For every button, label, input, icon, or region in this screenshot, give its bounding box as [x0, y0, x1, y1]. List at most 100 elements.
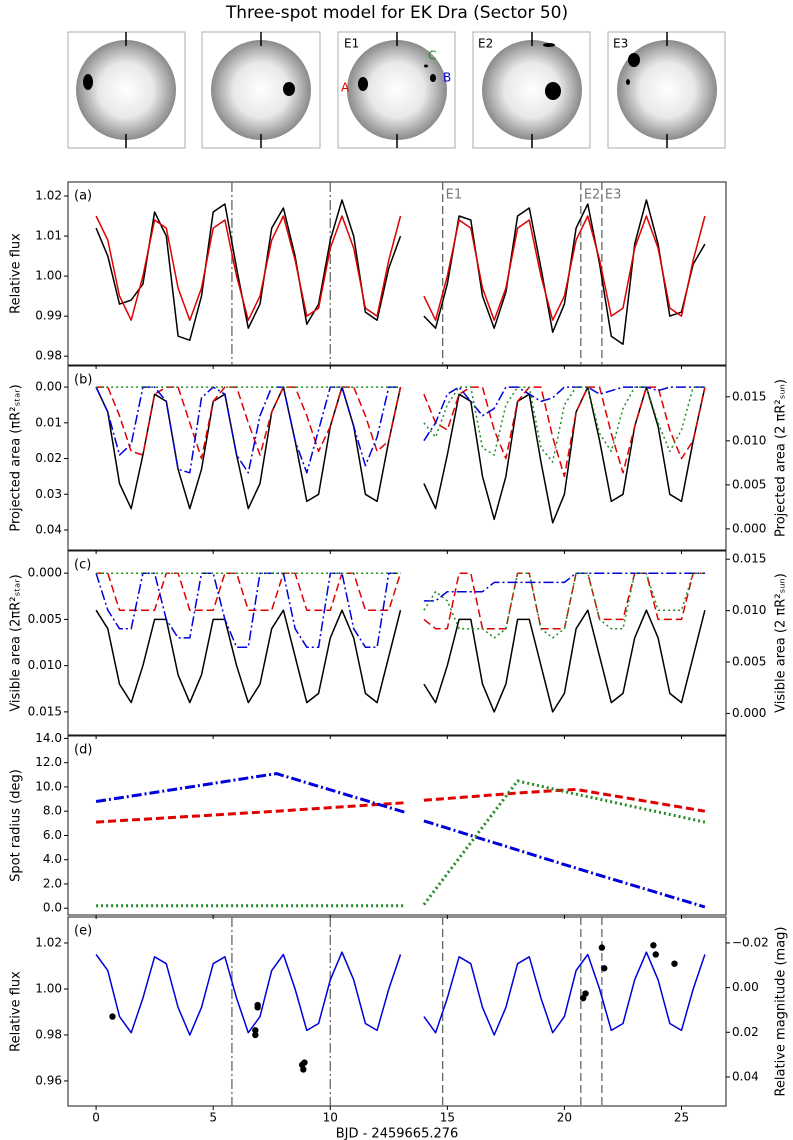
- series-line: [96, 386, 706, 478]
- y-tick-label: 1.00: [35, 981, 62, 995]
- panel-label: (d): [74, 743, 92, 758]
- x-tick-label: 0: [92, 1111, 100, 1125]
- data-point: [254, 1001, 261, 1009]
- y-tick-label: 1.01: [35, 229, 62, 243]
- x-tick-label: 10: [323, 1111, 338, 1125]
- inset-label: E3: [613, 37, 628, 51]
- series-line: [96, 572, 705, 639]
- y-tick-label: 0.03: [35, 487, 62, 501]
- inset: [67, 31, 186, 149]
- plot-frame: [67, 550, 727, 736]
- event-label: E1: [446, 188, 463, 203]
- y2-tick-label: 0.005: [732, 477, 766, 491]
- y2-tick-label: 0.000: [732, 706, 766, 720]
- y2-tick-label: 0.04: [732, 1069, 759, 1083]
- series-line: [95, 572, 705, 648]
- inset: [201, 31, 321, 149]
- series-line: [95, 772, 706, 909]
- y-tick-label: 0.99: [35, 309, 62, 323]
- series-line: [96, 386, 705, 463]
- x-tick-label: 5: [209, 1111, 217, 1125]
- y-axis-label: Visible area (2πR²ₛₜₐᵣ): [9, 574, 24, 711]
- y-tick-label: 0.005: [28, 612, 62, 626]
- y-axis-label: Spot radius (deg): [9, 769, 24, 882]
- series-line: [95, 609, 706, 713]
- y-tick-label: 0.98: [35, 1027, 62, 1041]
- spot-label: B: [443, 71, 451, 85]
- y2-axis-label: Relative magnitude (mag): [774, 926, 789, 1096]
- y-tick-label: 0.0: [43, 901, 62, 915]
- panel-label: (a): [74, 189, 92, 204]
- y2-axis-label: Projected area (2 πR²ₛᵤₙ): [774, 379, 789, 537]
- inset: E1 A B C: [337, 31, 456, 149]
- y2-tick-label: 0.015: [732, 389, 766, 403]
- y-tick-label: 2.0: [43, 876, 62, 890]
- series-line: [95, 386, 706, 524]
- data-point: [582, 990, 589, 997]
- panel-label: (e): [74, 924, 92, 939]
- data-point: [671, 960, 678, 967]
- y2-tick-label: 0.015: [732, 552, 766, 566]
- y-tick-label: 0.98: [35, 349, 62, 363]
- y-tick-label: 8.0: [43, 804, 62, 818]
- series-line: [96, 572, 705, 630]
- y2-tick-label: 0.00: [732, 980, 759, 994]
- y2-tick-label: 0.010: [732, 433, 766, 447]
- y-tick-label: 0.02: [35, 451, 62, 465]
- data-point: [601, 965, 608, 972]
- y2-tick-label: 0.02: [732, 1025, 759, 1039]
- event-label: E2: [584, 188, 601, 203]
- y2-tick-label: 0.005: [732, 655, 766, 669]
- inset-label: E1: [344, 37, 359, 51]
- data-point: [652, 951, 659, 958]
- inset-label: E2: [478, 37, 493, 51]
- panel-label: (c): [74, 558, 91, 573]
- series-line: [96, 787, 706, 824]
- inset: E2: [472, 31, 591, 149]
- panel-label: (b): [74, 373, 92, 388]
- data-point: [650, 942, 657, 949]
- y-tick-label: 6.0: [43, 828, 62, 842]
- spot-label: C: [428, 49, 436, 63]
- y-tick-label: 14.0: [35, 731, 62, 745]
- y2-tick-label: 0.000: [732, 521, 766, 535]
- y-tick-label: 12.0: [35, 755, 62, 769]
- plot-frame: [67, 181, 727, 366]
- star-insets: E1 A B C E2 E3: [67, 31, 726, 149]
- plot-frame: [67, 365, 727, 551]
- data-point: [252, 1031, 259, 1039]
- data-point: [598, 944, 606, 951]
- y2-tick-label: 0.010: [732, 603, 766, 617]
- y-axis-label: Projected area (πR²ₛₜₐᵣ): [9, 384, 24, 531]
- y-tick-label: 1.02: [35, 935, 62, 949]
- y-tick-label: 0.00: [35, 380, 62, 394]
- series-line: [95, 951, 706, 1036]
- y-tick-label: 4.0: [43, 852, 62, 866]
- x-axis-label: BJD - 2459665.276: [336, 1127, 459, 1140]
- x-tick-label: 20: [557, 1111, 572, 1125]
- y-tick-label: 0.04: [35, 522, 62, 536]
- series-line: [95, 215, 706, 321]
- data-point: [109, 1013, 116, 1020]
- inset: E3: [607, 31, 726, 149]
- y-tick-label: 0.010: [28, 658, 62, 672]
- plot-frame: [67, 735, 727, 916]
- data-point: [252, 1027, 259, 1034]
- data-point: [300, 1066, 307, 1073]
- y-tick-label: 0.01: [35, 415, 62, 429]
- y-tick-label: 1.00: [35, 269, 62, 283]
- y-axis-label: Relative flux: [9, 233, 24, 314]
- x-tick-label: 15: [440, 1111, 455, 1125]
- y2-axis-label: Visible area (2 πR²ₛᵤₙ): [774, 573, 789, 713]
- plot-frame: [67, 916, 727, 1107]
- y-axis-label: Relative flux: [9, 971, 24, 1052]
- series-line: [95, 199, 706, 345]
- y-tick-label: 0.015: [28, 704, 62, 718]
- y-tick-label: 0.96: [35, 1073, 62, 1087]
- y2-tick-label: −0.02: [732, 935, 769, 949]
- series-line: [96, 779, 706, 908]
- spot-label: A: [341, 81, 350, 95]
- y-tick-label: 0.000: [28, 566, 62, 580]
- data-point: [301, 1059, 308, 1066]
